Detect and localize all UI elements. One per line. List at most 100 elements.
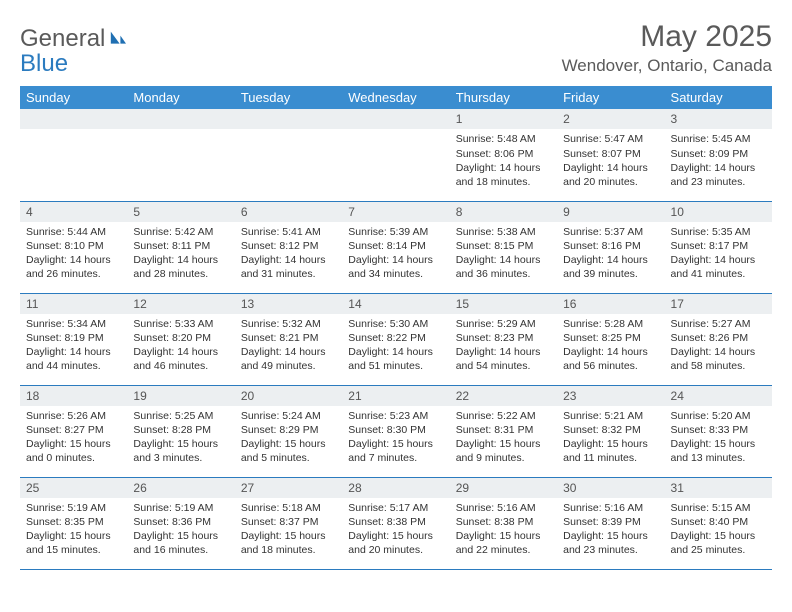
sunset-line: Sunset: 8:40 PM (671, 516, 749, 528)
sunset-line: Sunset: 8:14 PM (348, 240, 426, 252)
weekday-row: SundayMondayTuesdayWednesdayThursdayFrid… (20, 86, 772, 109)
day-details: Sunrise: 5:44 AMSunset: 8:10 PMDaylight:… (20, 222, 127, 286)
sunset-line: Sunset: 8:19 PM (26, 332, 104, 344)
sunset-line: Sunset: 8:36 PM (133, 516, 211, 528)
sunset-line: Sunset: 8:30 PM (348, 424, 426, 436)
daylight-line: Daylight: 14 hours and 28 minutes. (133, 254, 218, 280)
sunrise-line: Sunrise: 5:27 AM (671, 318, 751, 330)
day-details: Sunrise: 5:27 AM Sunset: 8:26 PM Daylight:… (665, 314, 772, 378)
sunrise-line: Sunrise: 5:48 AM (456, 133, 536, 145)
day-number: 17 (665, 294, 772, 314)
sunrise-line: Sunrise: 5:18 AM (241, 502, 321, 514)
daylight-line: Daylight: 14 hours and 56 minutes. (563, 346, 648, 372)
sunrise-line: Sunrise: 5:30 AM (348, 318, 428, 330)
calendar-cell: 12Sunrise: 5:33 AMSunset: 8:20 PMDayligh… (127, 293, 234, 385)
calendar-cell: 15Sunrise: 5:29 AMSunset: 8:23 PMDayligh… (450, 293, 557, 385)
day-details: Sunrise: 5:48 AMSunset: 8:06 PMDaylight:… (450, 129, 557, 193)
day-details: Sunrise: 5:47 AM Sunset: 8:07 PM Daylight:… (557, 129, 664, 193)
sunrise-line: Sunrise: 5:16 AM (563, 502, 643, 514)
day-details: Sunrise: 5:22 AM Sunset: 8:31 PM Daylight:… (450, 406, 557, 470)
sunrise-line: Sunrise: 5:24 AM (241, 410, 321, 422)
calendar-cell: 19Sunrise: 5:25 AMSunset: 8:28 PMDayligh… (127, 385, 234, 477)
sunrise-line: Sunrise: 5:33 AM (133, 318, 213, 330)
day-details: Sunrise: 5:28 AMSunset: 8:25 PMDaylight:… (557, 314, 664, 378)
daylight-line: Daylight: 14 hours and 44 minutes. (26, 346, 111, 372)
day-number: 14 (342, 294, 449, 314)
day-details: Sunrise: 5:34 AMSunset: 8:19 PMDaylight:… (20, 314, 127, 378)
location: Wendover, Ontario, Canada (562, 56, 772, 76)
logo: GeneralBlue (20, 20, 128, 76)
daylight-line: Daylight: 14 hours and 54 minutes. (456, 346, 541, 372)
day-number: 15 (450, 294, 557, 314)
sunrise-line: Sunrise: 5:42 AM (133, 226, 213, 238)
sunset-line: Sunset: 8:32 PM (563, 424, 641, 436)
weekday-header: Thursday (450, 86, 557, 109)
weekday-header: Saturday (665, 86, 772, 109)
sunrise-line: Sunrise: 5:28 AM (563, 318, 643, 330)
sunset-line: Sunset: 8:26 PM (671, 332, 749, 344)
day-number: 10 (665, 202, 772, 222)
sunrise-line: Sunrise: 5:22 AM (456, 410, 536, 422)
day-details: Sunrise: 5:20 AMSunset: 8:33 PMDaylight:… (665, 406, 772, 470)
daylight-line: Daylight: 14 hours and 34 minutes. (348, 254, 433, 280)
sunrise-line: Sunrise: 5:20 AM (671, 410, 751, 422)
weekday-header: Sunday (20, 86, 127, 109)
title-block: May 2025 Wendover, Ontario, Canada (562, 20, 772, 76)
day-details: Sunrise: 5:45 AMSunset: 8:09 PMDaylight:… (665, 129, 772, 193)
sunrise-line: Sunrise: 5:37 AM (563, 226, 643, 238)
sunset-line: Sunset: 8:09 PM (671, 148, 749, 160)
daylight-line: Daylight: 15 hours and 20 minutes. (348, 530, 433, 556)
sunset-line: Sunset: 8:37 PM (241, 516, 319, 528)
daylight-line: Daylight: 14 hours and 49 minutes. (241, 346, 326, 372)
day-number: 5 (127, 202, 234, 222)
sunrise-line: Sunrise: 5:26 AM (26, 410, 106, 422)
sunrise-line: Sunrise: 5:39 AM (348, 226, 428, 238)
sunset-line: Sunset: 8:39 PM (563, 516, 641, 528)
day-number: 16 (557, 294, 664, 314)
daylight-line: Daylight: 15 hours and 7 minutes. (348, 438, 433, 464)
calendar-cell (20, 109, 127, 201)
sunset-line: Sunset: 8:07 PM (563, 148, 641, 160)
day-details: Sunrise: 5:24 AMSunset: 8:29 PMDaylight:… (235, 406, 342, 470)
sunset-line: Sunset: 8:11 PM (133, 240, 210, 252)
day-number: 19 (127, 386, 234, 406)
calendar-cell: 4Sunrise: 5:44 AMSunset: 8:10 PMDaylight… (20, 201, 127, 293)
daylight-line: Daylight: 15 hours and 9 minutes. (456, 438, 541, 464)
sunrise-line: Sunrise: 5:47 AM (563, 133, 643, 145)
calendar-cell: 18Sunrise: 5:26 AMSunset: 8:27 PMDayligh… (20, 385, 127, 477)
daylight-line: Daylight: 15 hours and 11 minutes. (563, 438, 648, 464)
day-details: Sunrise: 5:29 AMSunset: 8:23 PMDaylight:… (450, 314, 557, 378)
daylight-line: Daylight: 14 hours and 58 minutes. (671, 346, 756, 372)
day-number: 1 (450, 109, 557, 129)
sunset-line: Sunset: 8:31 PM (456, 424, 534, 436)
day-number: 4 (20, 202, 127, 222)
sunrise-line: Sunrise: 5:23 AM (348, 410, 428, 422)
calendar-body: 1Sunrise: 5:48 AMSunset: 8:06 PMDaylight… (20, 109, 772, 569)
sunrise-line: Sunrise: 5:32 AM (241, 318, 321, 330)
daylight-line: Daylight: 14 hours and 20 minutes. (563, 162, 648, 188)
daylight-line: Daylight: 15 hours and 23 minutes. (563, 530, 648, 556)
day-details: Sunrise: 5:16 AMSunset: 8:38 PMDaylight:… (450, 498, 557, 562)
day-number: 28 (342, 478, 449, 498)
calendar-cell: 20Sunrise: 5:24 AMSunset: 8:29 PMDayligh… (235, 385, 342, 477)
daylight-line: Daylight: 14 hours and 39 minutes. (563, 254, 648, 280)
day-details: Sunrise: 5:25 AMSunset: 8:28 PMDaylight:… (127, 406, 234, 470)
calendar-cell: 31Sunrise: 5:15 AMSunset: 8:40 PMDayligh… (665, 477, 772, 569)
day-details: Sunrise: 5:42 AM Sunset: 8:11 PM Daylight:… (127, 222, 234, 286)
daylight-line: Daylight: 15 hours and 15 minutes. (26, 530, 111, 556)
day-details: Sunrise: 5:39 AM Sunset: 8:14 PM Daylight:… (342, 222, 449, 286)
day-details: Sunrise: 5:23 AM Sunset: 8:30 PM Daylight:… (342, 406, 449, 470)
daylight-line: Daylight: 15 hours and 3 minutes. (133, 438, 218, 464)
calendar-cell: 29Sunrise: 5:16 AMSunset: 8:38 PMDayligh… (450, 477, 557, 569)
day-number: 3 (665, 109, 772, 129)
sunset-line: Sunset: 8:33 PM (671, 424, 749, 436)
day-number: 22 (450, 386, 557, 406)
calendar-cell: 13Sunrise: 5:32 AMSunset: 8:21 PMDayligh… (235, 293, 342, 385)
daylight-line: Daylight: 14 hours and 26 minutes. (26, 254, 111, 280)
sail-icon (108, 26, 128, 51)
day-number: 18 (20, 386, 127, 406)
daylight-line: Daylight: 14 hours and 41 minutes. (671, 254, 756, 280)
daylight-line: Daylight: 14 hours and 18 minutes. (456, 162, 541, 188)
calendar-cell: 30Sunrise: 5:16 AMSunset: 8:39 PMDayligh… (557, 477, 664, 569)
calendar-cell: 9Sunrise: 5:37 AMSunset: 8:16 PMDaylight… (557, 201, 664, 293)
